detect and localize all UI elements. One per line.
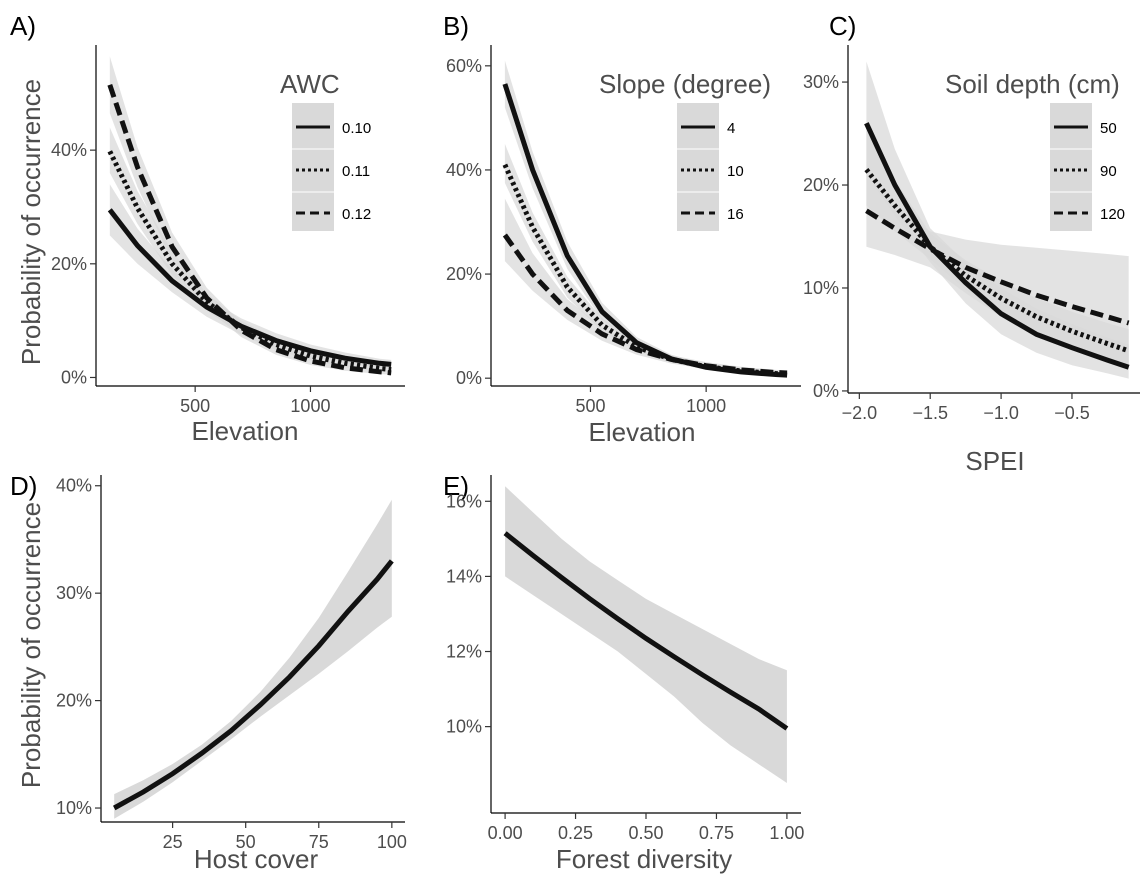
- panel-b-legend-label-16: 16: [727, 206, 744, 223]
- panel-d-x-tick-label: 75: [309, 832, 329, 852]
- panel-c-legend-label-50: 50: [1100, 120, 1117, 137]
- panel-c-x-tick-label: −2.0: [842, 403, 878, 423]
- panel-c-y-tick-label: 0%: [813, 381, 839, 401]
- panel-c-legend-title: Soil depth (cm): [945, 69, 1120, 99]
- panel-d-label: D): [10, 471, 37, 501]
- panel-c-legend-label-90: 90: [1100, 163, 1117, 180]
- panel-b-legend-title: Slope (degree): [599, 69, 771, 99]
- panel-d-x-tick-label: 50: [236, 832, 256, 852]
- panel-b-x-tick-label: 1000: [686, 396, 726, 416]
- panel-e-x-axis-title: Forest diversity: [556, 844, 732, 874]
- panel-e-label: E): [443, 471, 469, 501]
- panel-a-legend-label-0.12: 0.12: [342, 206, 371, 223]
- panel-c-x-tick-label: −1.5: [912, 403, 948, 423]
- panel-e-y-tick-label: 12%: [446, 642, 482, 662]
- panel-e-y-tick-label: 10%: [446, 717, 482, 737]
- panel-a-label: A): [10, 11, 36, 41]
- panel-b-y-tick-label: 0%: [456, 368, 482, 388]
- panel-a-y-tick-label: 20%: [51, 254, 87, 274]
- panel-c-plot-area: −2.0 −1.5 −1.0 −0.5 0% 10% 20% 30%: [803, 45, 1140, 423]
- panel-d-line-fit: [112, 559, 394, 811]
- panel-c-y-tick-label: 30%: [803, 72, 839, 92]
- panel-c-label: C): [829, 11, 856, 41]
- panel-c-line-90: [864, 168, 1130, 354]
- panel-d-y-tick-label: 20%: [56, 691, 92, 711]
- panel-a-x-tick-label: 500: [180, 396, 210, 416]
- panel-c-line-120: [865, 208, 1130, 326]
- panel-a-legend: AWC 0.10 0.11 0.12: [280, 69, 371, 231]
- panel-b: B) Elevation 500 1000 0% 20% 40% 60% Slope (d…: [443, 11, 801, 447]
- panel-c-line-50: [864, 122, 1130, 370]
- panel-b-ribbon-1: [504, 60, 788, 377]
- panel-c-legend-label-120: 120: [1100, 206, 1125, 223]
- panel-a-y-axis-title: Probability of occurrence: [16, 79, 46, 365]
- panel-a-legend-label-0.11: 0.11: [342, 163, 370, 180]
- panel-d-x-tick-label: 100: [377, 832, 407, 852]
- panel-e-x-tick-label: 0.50: [628, 823, 663, 843]
- panel-a-y-tick-label: 40%: [51, 140, 87, 160]
- panel-a-legend-title: AWC: [280, 69, 340, 99]
- panel-a-x-tick-label: 1000: [290, 396, 330, 416]
- panel-e-x-tick-label: 0.00: [488, 823, 523, 843]
- panel-a: A) Probability of occurrence Elevation 5…: [10, 11, 405, 446]
- panel-d-y-tick-label: 40%: [56, 476, 92, 496]
- panel-b-line-16: [502, 233, 788, 376]
- panel-a-legend-key-box: [292, 103, 334, 231]
- panel-a-legend-label-0.10: 0.10: [342, 120, 371, 137]
- panel-b-legend-label-4: 4: [727, 120, 735, 137]
- panel-c-ribbon-3: [866, 174, 1129, 366]
- panel-b-label: B): [443, 11, 469, 41]
- panel-c-x-tick-label: −0.5: [1054, 403, 1090, 423]
- panel-a-y-tick-label: 0%: [61, 367, 87, 387]
- panel-c-legend: Soil depth (cm) 50 90 120: [945, 69, 1125, 231]
- panel-a-ribbon-2: [109, 127, 392, 373]
- panel-e-ribbon-1: [505, 486, 787, 783]
- panel-e-x-tick-label: 0.25: [558, 823, 593, 843]
- panel-a-line-0.12: [107, 84, 392, 376]
- panel-e-x-tick-label: 0.75: [699, 823, 734, 843]
- panel-b-ribbon-2: [504, 143, 788, 376]
- panel-b-line-4: [502, 83, 788, 378]
- panel-d-y-tick-label: 10%: [56, 798, 92, 818]
- panel-b-line-10: [502, 163, 788, 377]
- panel-c-legend-key-box: [1050, 103, 1092, 231]
- panel-e-line-fit: [503, 531, 789, 731]
- panel-b-legend: Slope (degree) 4 10 16: [599, 69, 771, 231]
- panel-d: D) Probability of occurrence Host cover …: [10, 471, 407, 874]
- panel-d-y-tick-label: 30%: [56, 583, 92, 603]
- panel-a-x-axis-title: Elevation: [192, 416, 299, 446]
- panel-e-x-tick-label: 1.00: [769, 823, 804, 843]
- panel-d-x-axis-title: Host cover: [194, 844, 319, 874]
- panel-c-x-tick-label: −1.0: [983, 403, 1019, 423]
- panel-b-plot-area: 500 1000 0% 20% 40% 60%: [446, 45, 801, 416]
- panel-b-y-tick-label: 40%: [446, 160, 482, 180]
- panel-b-y-tick-label: 60%: [446, 56, 482, 76]
- panel-c: C) SPEI −2.0 −1.5 −1.0 −0.5 0% 10% 20% 30% Soil…: [803, 11, 1140, 476]
- panel-d-x-tick-label: 25: [163, 832, 183, 852]
- panel-e: E) Forest diversity 0.00 0.25 0.50 0.75 1.00…: [443, 471, 804, 874]
- panel-d-ribbon-1: [114, 499, 392, 819]
- panel-e-plot-area: 0.00 0.25 0.50 0.75 1.00 10% 12% 14% 16%: [446, 475, 804, 843]
- panel-c-x-axis-title: SPEI: [965, 446, 1024, 476]
- panel-b-y-tick-label: 20%: [446, 264, 482, 284]
- panel-d-plot-area: 25 50 75 100 10% 20% 30% 40%: [56, 475, 407, 852]
- panel-c-y-tick-label: 10%: [803, 278, 839, 298]
- panel-a-plot-area: 500 1000 0% 20% 40%: [51, 45, 405, 416]
- panel-e-y-tick-label: 14%: [446, 566, 482, 586]
- panel-b-x-tick-label: 500: [575, 396, 605, 416]
- panel-b-legend-key-box: [677, 103, 719, 231]
- panel-d-y-axis-title: Probability of occurrence: [16, 502, 46, 788]
- panel-e-y-tick-label: 16%: [446, 491, 482, 511]
- panel-c-y-tick-label: 20%: [803, 175, 839, 195]
- panel-a-line-0.10: [107, 208, 392, 367]
- panel-b-legend-label-10: 10: [727, 163, 744, 180]
- panel-b-x-axis-title: Elevation: [589, 417, 696, 447]
